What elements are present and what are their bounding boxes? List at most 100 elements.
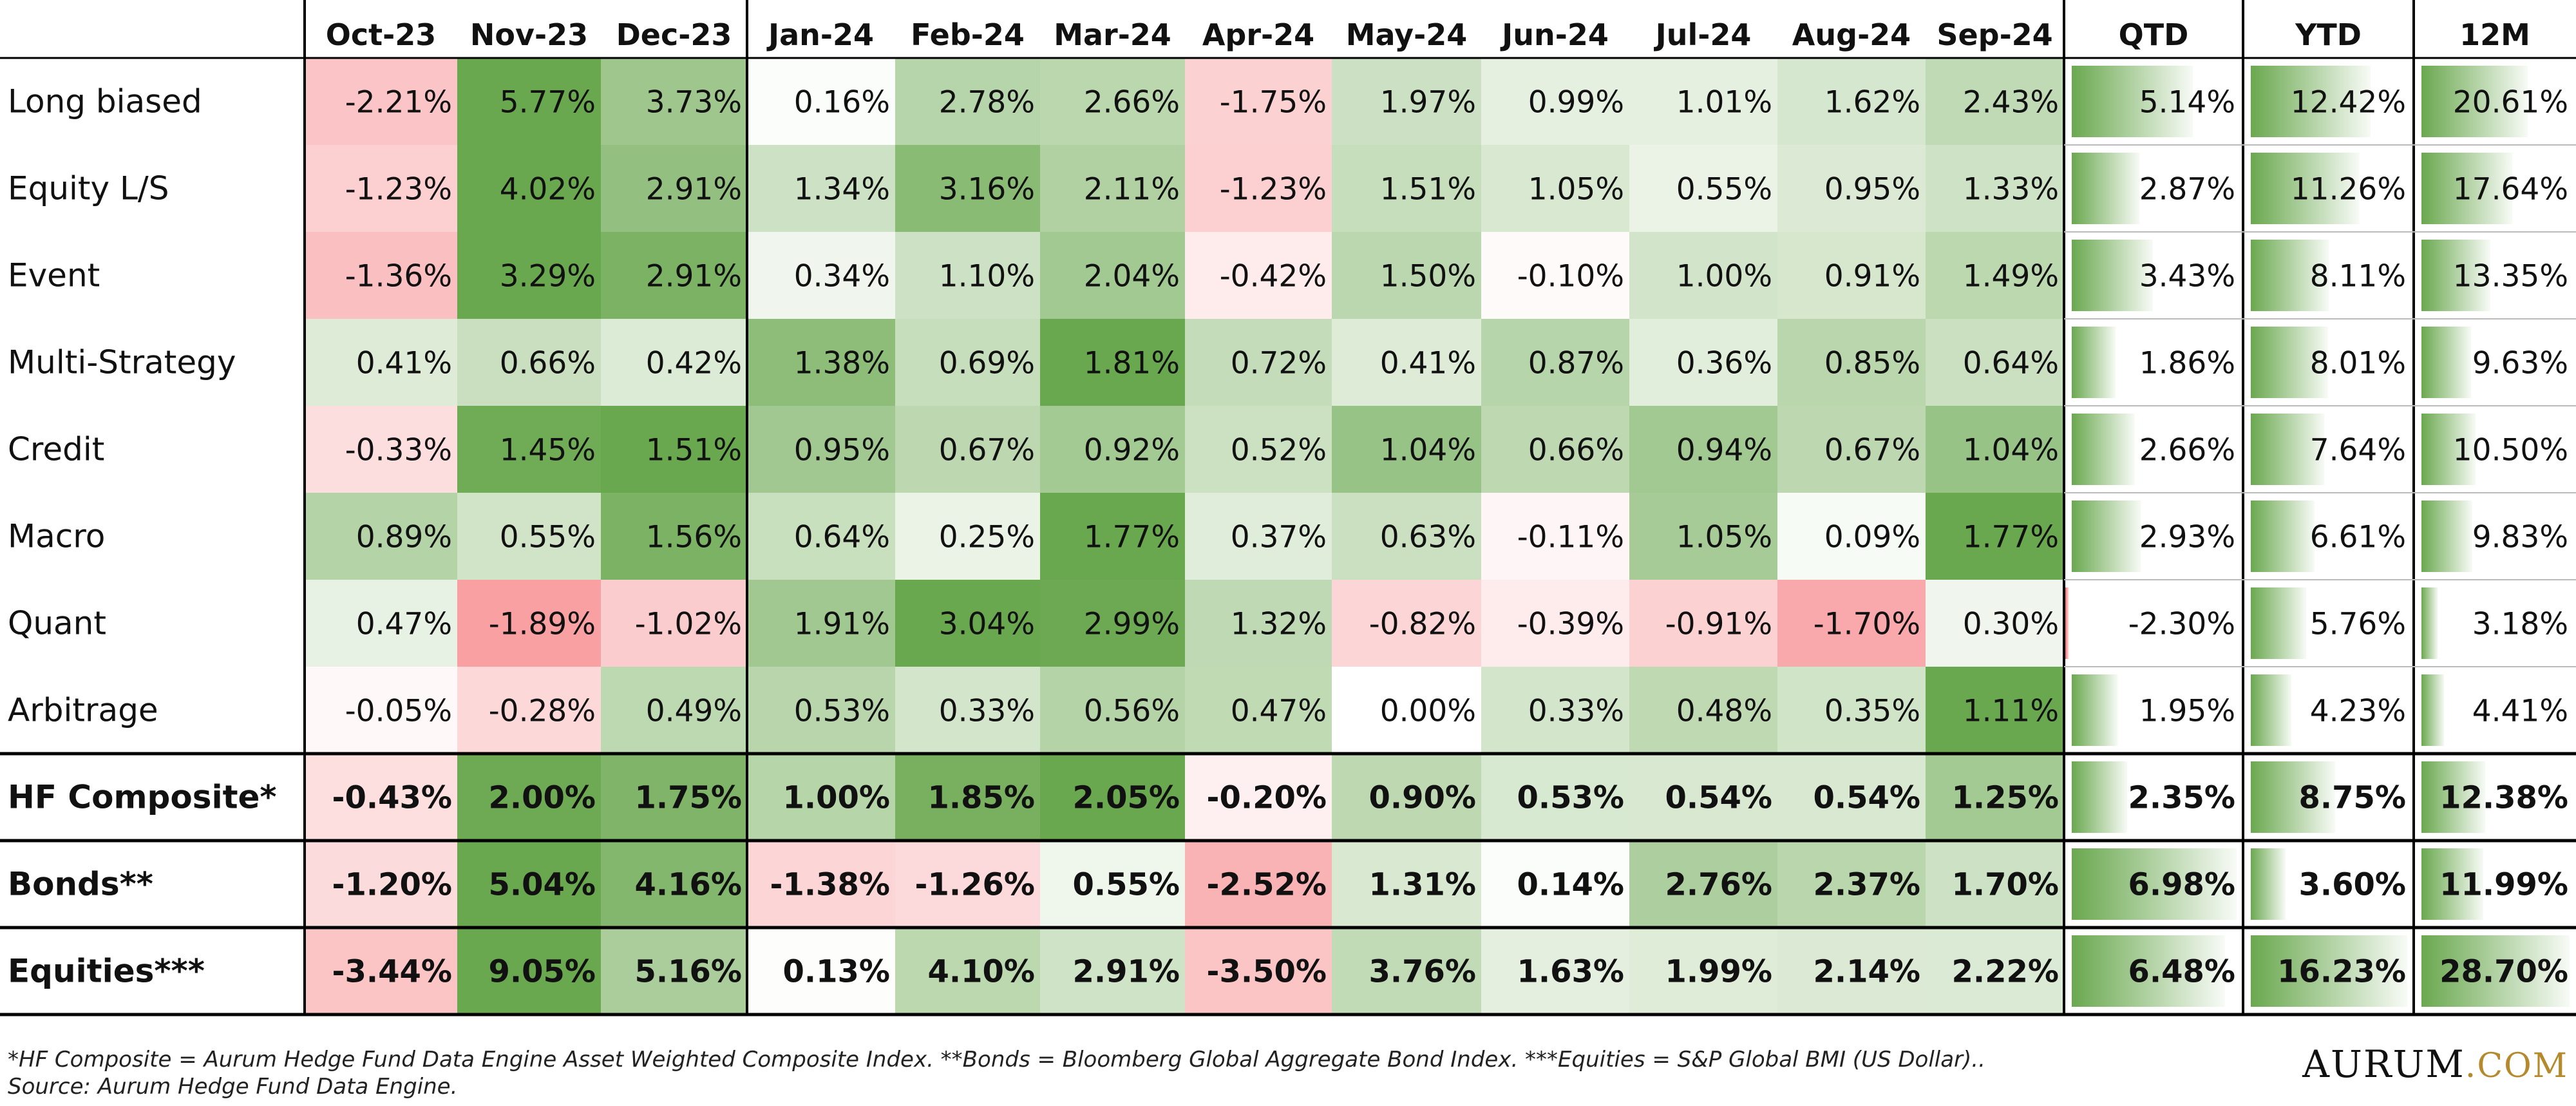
aurum-logo: Aurum.com [2302,1042,2568,1086]
summary-value-label: 11.99% [2439,867,2568,903]
heatmap-cell [1040,580,1185,667]
cell-value-label: 1.34% [794,172,890,207]
cell-value-label: 3.76% [1368,954,1476,990]
cell-value-label: 1.97% [1380,85,1476,120]
cell-value-label: 2.43% [1963,85,2059,120]
cell-value-label: 0.95% [794,433,890,468]
cell-value-label: -1.26% [915,867,1035,903]
summary-value-label: 2.87% [2139,172,2235,207]
heatmap-cell [457,406,601,493]
summary-value-label: 2.35% [2128,780,2235,816]
cell-value-label: -1.38% [770,867,890,903]
heatmap-cell [1926,580,2064,667]
heatmap-cell [895,754,1040,841]
summary-value-label: 3.60% [2298,867,2406,903]
row-label: Macro [8,518,105,555]
row-label: Credit [8,431,104,468]
summary-value-label: 6.48% [2128,954,2235,990]
heatmap-cell [1185,667,1332,754]
summary-column-header: QTD [2119,17,2189,52]
cell-value-label: 3.73% [646,85,742,120]
summary-value-label: 1.95% [2139,694,2235,729]
summary-data-bar [2072,153,2140,224]
heatmap-cell [747,667,895,754]
heatmap-cell [601,667,747,754]
summary-data-bar [2421,935,2570,1007]
summary-value-label: 13.35% [2453,259,2568,294]
summary-value-label: 8.11% [2310,259,2406,294]
summary-value-label: -2.30% [2128,607,2235,642]
summary-data-bar [2421,327,2472,398]
heatmap-cell [305,319,457,406]
row-label: Equity L/S [8,170,169,207]
heatmap-cell [1629,319,1777,406]
heatmap-cell [1926,493,2064,580]
cell-value-label: 1.04% [1380,433,1476,468]
cell-value-label: 1.50% [1380,259,1476,294]
cell-value-label: 1.51% [1380,172,1476,207]
summary-data-bar [2421,587,2438,659]
summary-data-bar [2072,501,2141,572]
cell-value-label: 9.05% [488,954,596,990]
cell-value-label: 1.11% [1963,694,2059,729]
cell-value-label: -0.43% [332,780,452,816]
cell-value-label: 0.53% [794,694,890,729]
heatmap-cell [1777,667,1926,754]
cell-value-label: 1.49% [1963,259,2059,294]
cell-value-label: 0.49% [646,694,742,729]
heatmap-cell [457,145,601,232]
cell-value-label: 4.16% [634,867,742,903]
heatmap-cell [1777,928,1926,1015]
cell-value-label: 1.32% [1231,607,1327,642]
cell-value-label: 0.55% [500,520,596,555]
heatmap-cell [305,145,457,232]
cell-value-label: 0.90% [1368,780,1476,816]
heatmap-cell [1926,319,2064,406]
cell-value-label: 1.04% [1963,433,2059,468]
summary-value-label: 5.76% [2310,607,2406,642]
heatmap-cell [1332,319,1481,406]
row-label: Equities*** [8,953,205,990]
heatmap-cell [601,754,747,841]
heatmap-cell [1332,841,1481,928]
summary-data-bar [2421,848,2484,920]
cell-value-label: 1.05% [1528,172,1624,207]
summary-data-bar [2251,674,2292,746]
heatmap-cell [1040,232,1185,319]
cell-value-label: 0.36% [1676,346,1772,381]
heatmap-cell [895,493,1040,580]
heatmap-cell [747,319,895,406]
cell-value-label: 0.54% [1665,780,1772,816]
summary-value-label: 28.70% [2439,954,2568,990]
heatmap-cell [1777,406,1926,493]
heatmap-cell [1185,928,1332,1015]
cell-value-label: 1.77% [1084,520,1180,555]
heatmap-cell [895,145,1040,232]
heatmap-cell [305,58,457,145]
cell-value-label: 2.04% [1084,259,1180,294]
column-header: Oct-23 [326,17,436,52]
heatmap-cell [1629,754,1777,841]
cell-value-label: -1.23% [345,172,452,207]
summary-data-bar [2421,761,2486,833]
cell-value-label: 1.38% [794,346,890,381]
summary-value-label: 16.23% [2277,954,2406,990]
heatmap-cell [1629,58,1777,145]
summary-value-label: 8.01% [2310,346,2406,381]
summary-value-label: 12.38% [2439,780,2568,816]
heatmap-cell [601,580,747,667]
cell-value-label: 1.25% [1951,780,2059,816]
summary-data-bar [2072,761,2128,833]
heatmap-cell [1185,232,1332,319]
cell-value-label: -3.50% [1207,954,1327,990]
heatmap-cell [305,493,457,580]
heatmap-cell [1481,406,1629,493]
heatmap-cell [1040,319,1185,406]
heatmap-cell [305,841,457,928]
heatmap-cell [1926,145,2064,232]
cell-value-label: -0.20% [1207,780,1327,816]
heatmap-cell [1481,580,1629,667]
summary-data-bar [2251,501,2315,572]
heatmap-cell [1629,841,1777,928]
cell-value-label: 0.37% [1231,520,1327,555]
